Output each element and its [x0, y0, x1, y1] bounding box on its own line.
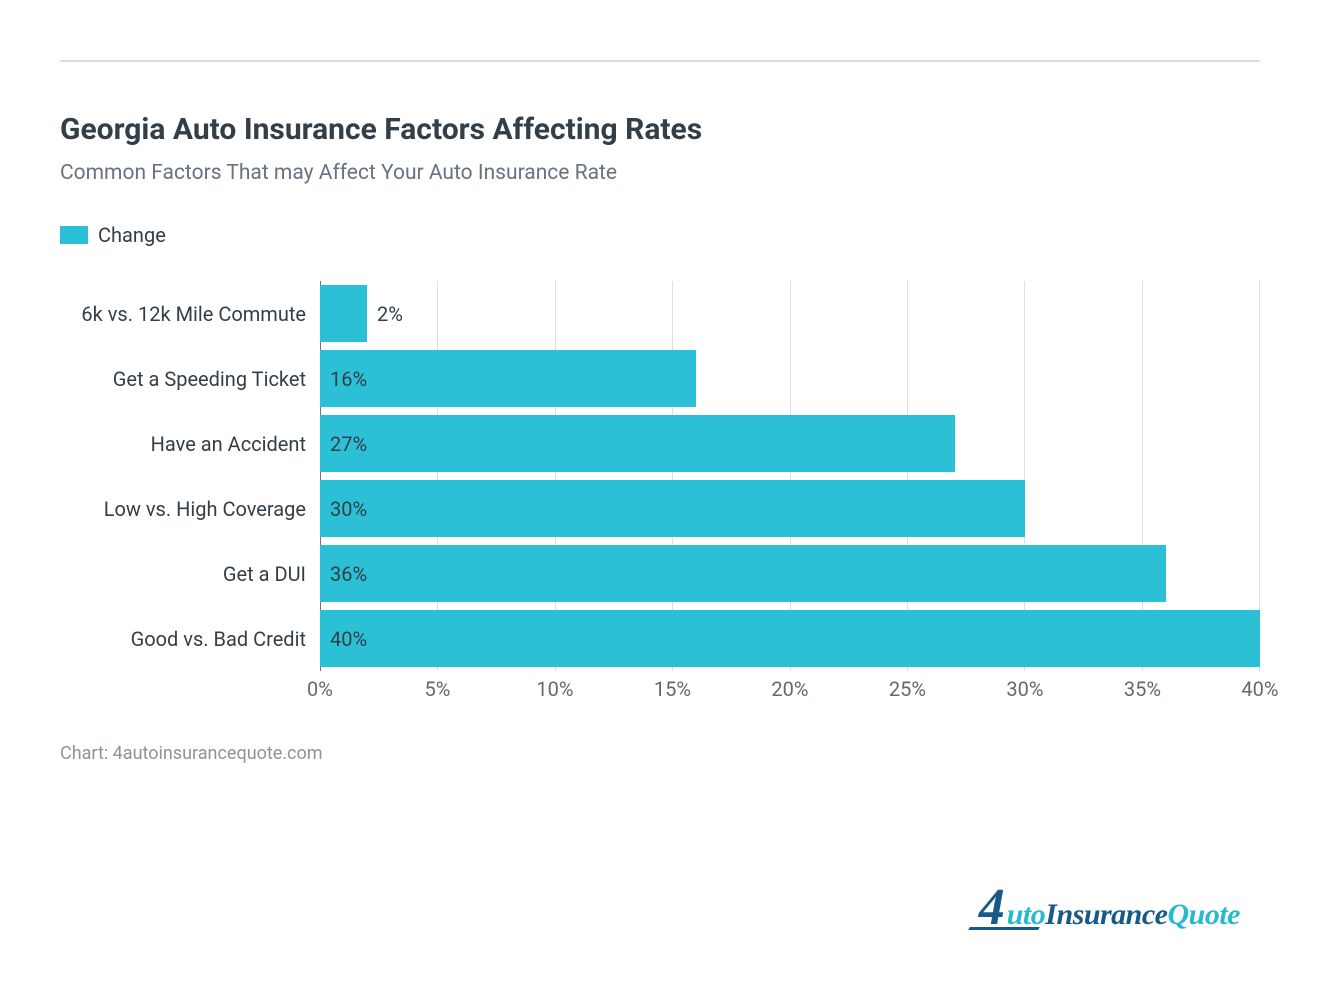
x-axis-spacer [60, 677, 320, 707]
bar-value-label: 2% [377, 302, 403, 326]
y-label: Low vs. High Coverage [60, 476, 320, 541]
bars-layer: 2% 16% 27% 30% 36% 40% [320, 281, 1260, 671]
bar-row: 27% [320, 411, 1260, 476]
top-divider [60, 60, 1260, 62]
bar-row: 30% [320, 476, 1260, 541]
y-label: Have an Accident [60, 411, 320, 476]
chart-container: Georgia Auto Insurance Factors Affecting… [0, 0, 1320, 994]
bar: 36% [320, 545, 1166, 602]
chart-title: Georgia Auto Insurance Factors Affecting… [60, 112, 1260, 147]
bar: 30% [320, 480, 1025, 537]
x-tick: 40% [1241, 677, 1278, 701]
y-label: 6k vs. 12k Mile Commute [60, 281, 320, 346]
x-tick: 5% [425, 677, 451, 701]
legend-label: Change [98, 223, 166, 247]
x-tick: 20% [771, 677, 808, 701]
y-label: Get a DUI [60, 541, 320, 606]
logo-text: utoInsuranceQuote [1007, 898, 1240, 932]
chart-subtitle: Common Factors That may Affect Your Auto… [60, 161, 1260, 185]
logo-four: 4 [979, 882, 1005, 934]
bar: 27% [320, 415, 955, 472]
legend-swatch [60, 226, 88, 244]
legend: Change [60, 223, 1260, 247]
logo-part-insurance: Insurance [1045, 898, 1167, 931]
bar-row: 36% [320, 541, 1260, 606]
x-tick: 35% [1124, 677, 1161, 701]
bar: 40% [320, 610, 1260, 667]
bar-row: 40% [320, 606, 1260, 671]
bar: 2% [320, 285, 367, 342]
x-tick: 30% [1006, 677, 1043, 701]
bar-row: 2% [320, 281, 1260, 346]
x-tick: 15% [654, 677, 691, 701]
x-tick: 25% [889, 677, 926, 701]
x-tick: 0% [307, 677, 333, 701]
y-label: Get a Speeding Ticket [60, 346, 320, 411]
bar-value-label: 16% [330, 367, 367, 391]
logo-part-quote: Quote [1168, 898, 1241, 931]
chart-plot-wrap: 6k vs. 12k Mile CommuteGet a Speeding Ti… [60, 281, 1260, 671]
bar-value-label: 27% [330, 432, 367, 456]
y-label: Good vs. Bad Credit [60, 606, 320, 671]
brand-logo: 4 utoInsuranceQuote [979, 882, 1240, 934]
plot-area: 2% 16% 27% 30% 36% 40% [320, 281, 1260, 671]
bar-value-label: 40% [330, 627, 367, 651]
x-axis-ticks: 0%5%10%15%20%25%30%35%40% [320, 677, 1260, 707]
x-axis: 0%5%10%15%20%25%30%35%40% [60, 677, 1260, 707]
bar: 16% [320, 350, 696, 407]
x-tick: 10% [536, 677, 573, 701]
bar-row: 16% [320, 346, 1260, 411]
y-axis-labels: 6k vs. 12k Mile CommuteGet a Speeding Ti… [60, 281, 320, 671]
bar-value-label: 30% [330, 497, 367, 521]
chart-credit: Chart: 4autoinsurancequote.com [60, 743, 1260, 764]
bar-value-label: 36% [330, 562, 367, 586]
